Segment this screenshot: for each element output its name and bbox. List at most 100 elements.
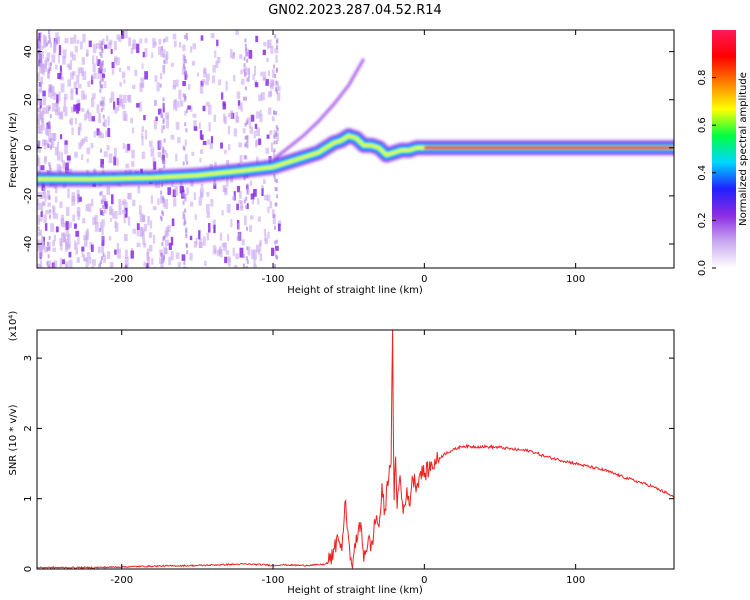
noise-speckle	[183, 59, 186, 64]
noise-speckle	[179, 185, 183, 194]
noise-speckle	[243, 63, 246, 68]
noise-speckle	[202, 105, 206, 112]
noise-speckle	[104, 81, 107, 89]
noise-speckle	[189, 235, 193, 241]
noise-speckle	[219, 248, 223, 258]
noise-speckle	[93, 72, 97, 79]
noise-speckle	[139, 227, 143, 237]
noise-speckle	[91, 97, 95, 108]
noise-speckle	[167, 225, 171, 233]
noise-speckle	[70, 117, 74, 126]
noise-speckle	[113, 40, 117, 51]
noise-speckle	[52, 247, 56, 252]
noise-speckle	[227, 234, 230, 242]
noise-speckle	[86, 251, 91, 259]
noise-speckle	[220, 142, 223, 149]
noise-speckle	[130, 250, 134, 259]
noise-speckle	[115, 157, 119, 166]
noise-speckle	[116, 97, 120, 105]
noise-speckle	[156, 82, 160, 92]
noise-speckle	[265, 147, 270, 154]
noise-speckle	[244, 86, 247, 91]
noise-speckle	[106, 186, 111, 195]
noise-speckle	[144, 223, 148, 232]
noise-speckle	[101, 77, 104, 82]
noise-speckle	[81, 107, 85, 113]
colorbar-tick-label: 0.8	[697, 70, 708, 86]
noise-speckle	[198, 196, 203, 206]
noise-speckle	[181, 254, 186, 261]
noise-speckle	[153, 119, 158, 130]
noise-speckle	[277, 223, 281, 232]
noise-speckle	[141, 126, 145, 132]
noise-speckle	[244, 71, 247, 76]
noise-speckle	[275, 54, 278, 63]
noise-speckle	[213, 183, 217, 189]
noise-speckle	[200, 183, 204, 189]
noise-speckle	[39, 124, 43, 134]
noise-speckle	[47, 202, 51, 207]
noise-speckle	[37, 148, 42, 153]
spectrogram-y-tick-label: 0	[23, 145, 34, 151]
noise-speckle	[273, 110, 276, 115]
noise-speckle	[47, 254, 50, 259]
noise-speckle	[87, 108, 90, 115]
noise-speckle	[203, 67, 206, 74]
noise-speckle	[247, 76, 250, 82]
noise-speckle	[88, 112, 92, 122]
noise-speckle	[91, 116, 96, 122]
noise-speckle	[96, 104, 100, 114]
noise-speckle	[184, 110, 187, 116]
noise-speckle	[97, 69, 100, 79]
noise-speckle	[41, 235, 44, 245]
noise-speckle	[163, 164, 166, 169]
noise-speckle	[47, 241, 51, 252]
noise-speckle	[159, 249, 163, 256]
noise-speckle	[163, 38, 166, 43]
noise-speckle	[46, 190, 51, 200]
noise-speckle	[75, 248, 79, 255]
noise-speckle	[193, 120, 197, 128]
noise-speckle	[147, 257, 151, 265]
noise-speckle	[99, 100, 102, 105]
noise-speckle	[101, 219, 105, 227]
noise-speckle	[62, 106, 66, 112]
noise-speckle	[79, 67, 83, 74]
noise-speckle	[178, 41, 182, 48]
noise-speckle	[101, 204, 104, 209]
noise-speckle	[272, 209, 275, 219]
noise-speckle	[48, 105, 51, 110]
noise-speckle	[63, 162, 66, 168]
noise-speckle	[150, 147, 155, 157]
noise-speckle	[267, 231, 270, 239]
noise-speckle	[165, 120, 170, 129]
noise-speckle	[65, 207, 70, 216]
noise-speckle	[55, 102, 59, 113]
noise-speckle	[183, 55, 186, 60]
noise-speckle	[245, 205, 248, 210]
noise-speckle	[223, 242, 227, 252]
noise-speckle	[44, 156, 47, 165]
noise-speckle	[267, 39, 272, 49]
spectrogram-x-tick-label: -100	[262, 274, 285, 285]
noise-speckle	[202, 236, 206, 246]
noise-speckle	[233, 74, 236, 82]
noise-speckle	[58, 91, 61, 102]
noise-speckle	[264, 194, 268, 201]
noise-speckle	[143, 114, 146, 121]
noise-speckle	[54, 146, 59, 156]
noise-speckle	[52, 44, 56, 54]
noise-speckle	[70, 106, 75, 113]
noise-speckle	[127, 95, 131, 102]
noise-speckle	[116, 242, 120, 253]
noise-speckle	[175, 106, 178, 112]
noise-speckle	[152, 234, 156, 244]
noise-speckle	[206, 191, 210, 197]
colorbar: 0.0 0.2 0.4 0.6 0.8 Normalized spectral ampl…	[697, 30, 749, 276]
noise-speckle	[89, 256, 92, 264]
noise-speckle	[103, 44, 108, 49]
noise-speckle	[254, 82, 259, 88]
noise-speckle	[246, 189, 249, 194]
noise-speckle	[84, 237, 88, 247]
